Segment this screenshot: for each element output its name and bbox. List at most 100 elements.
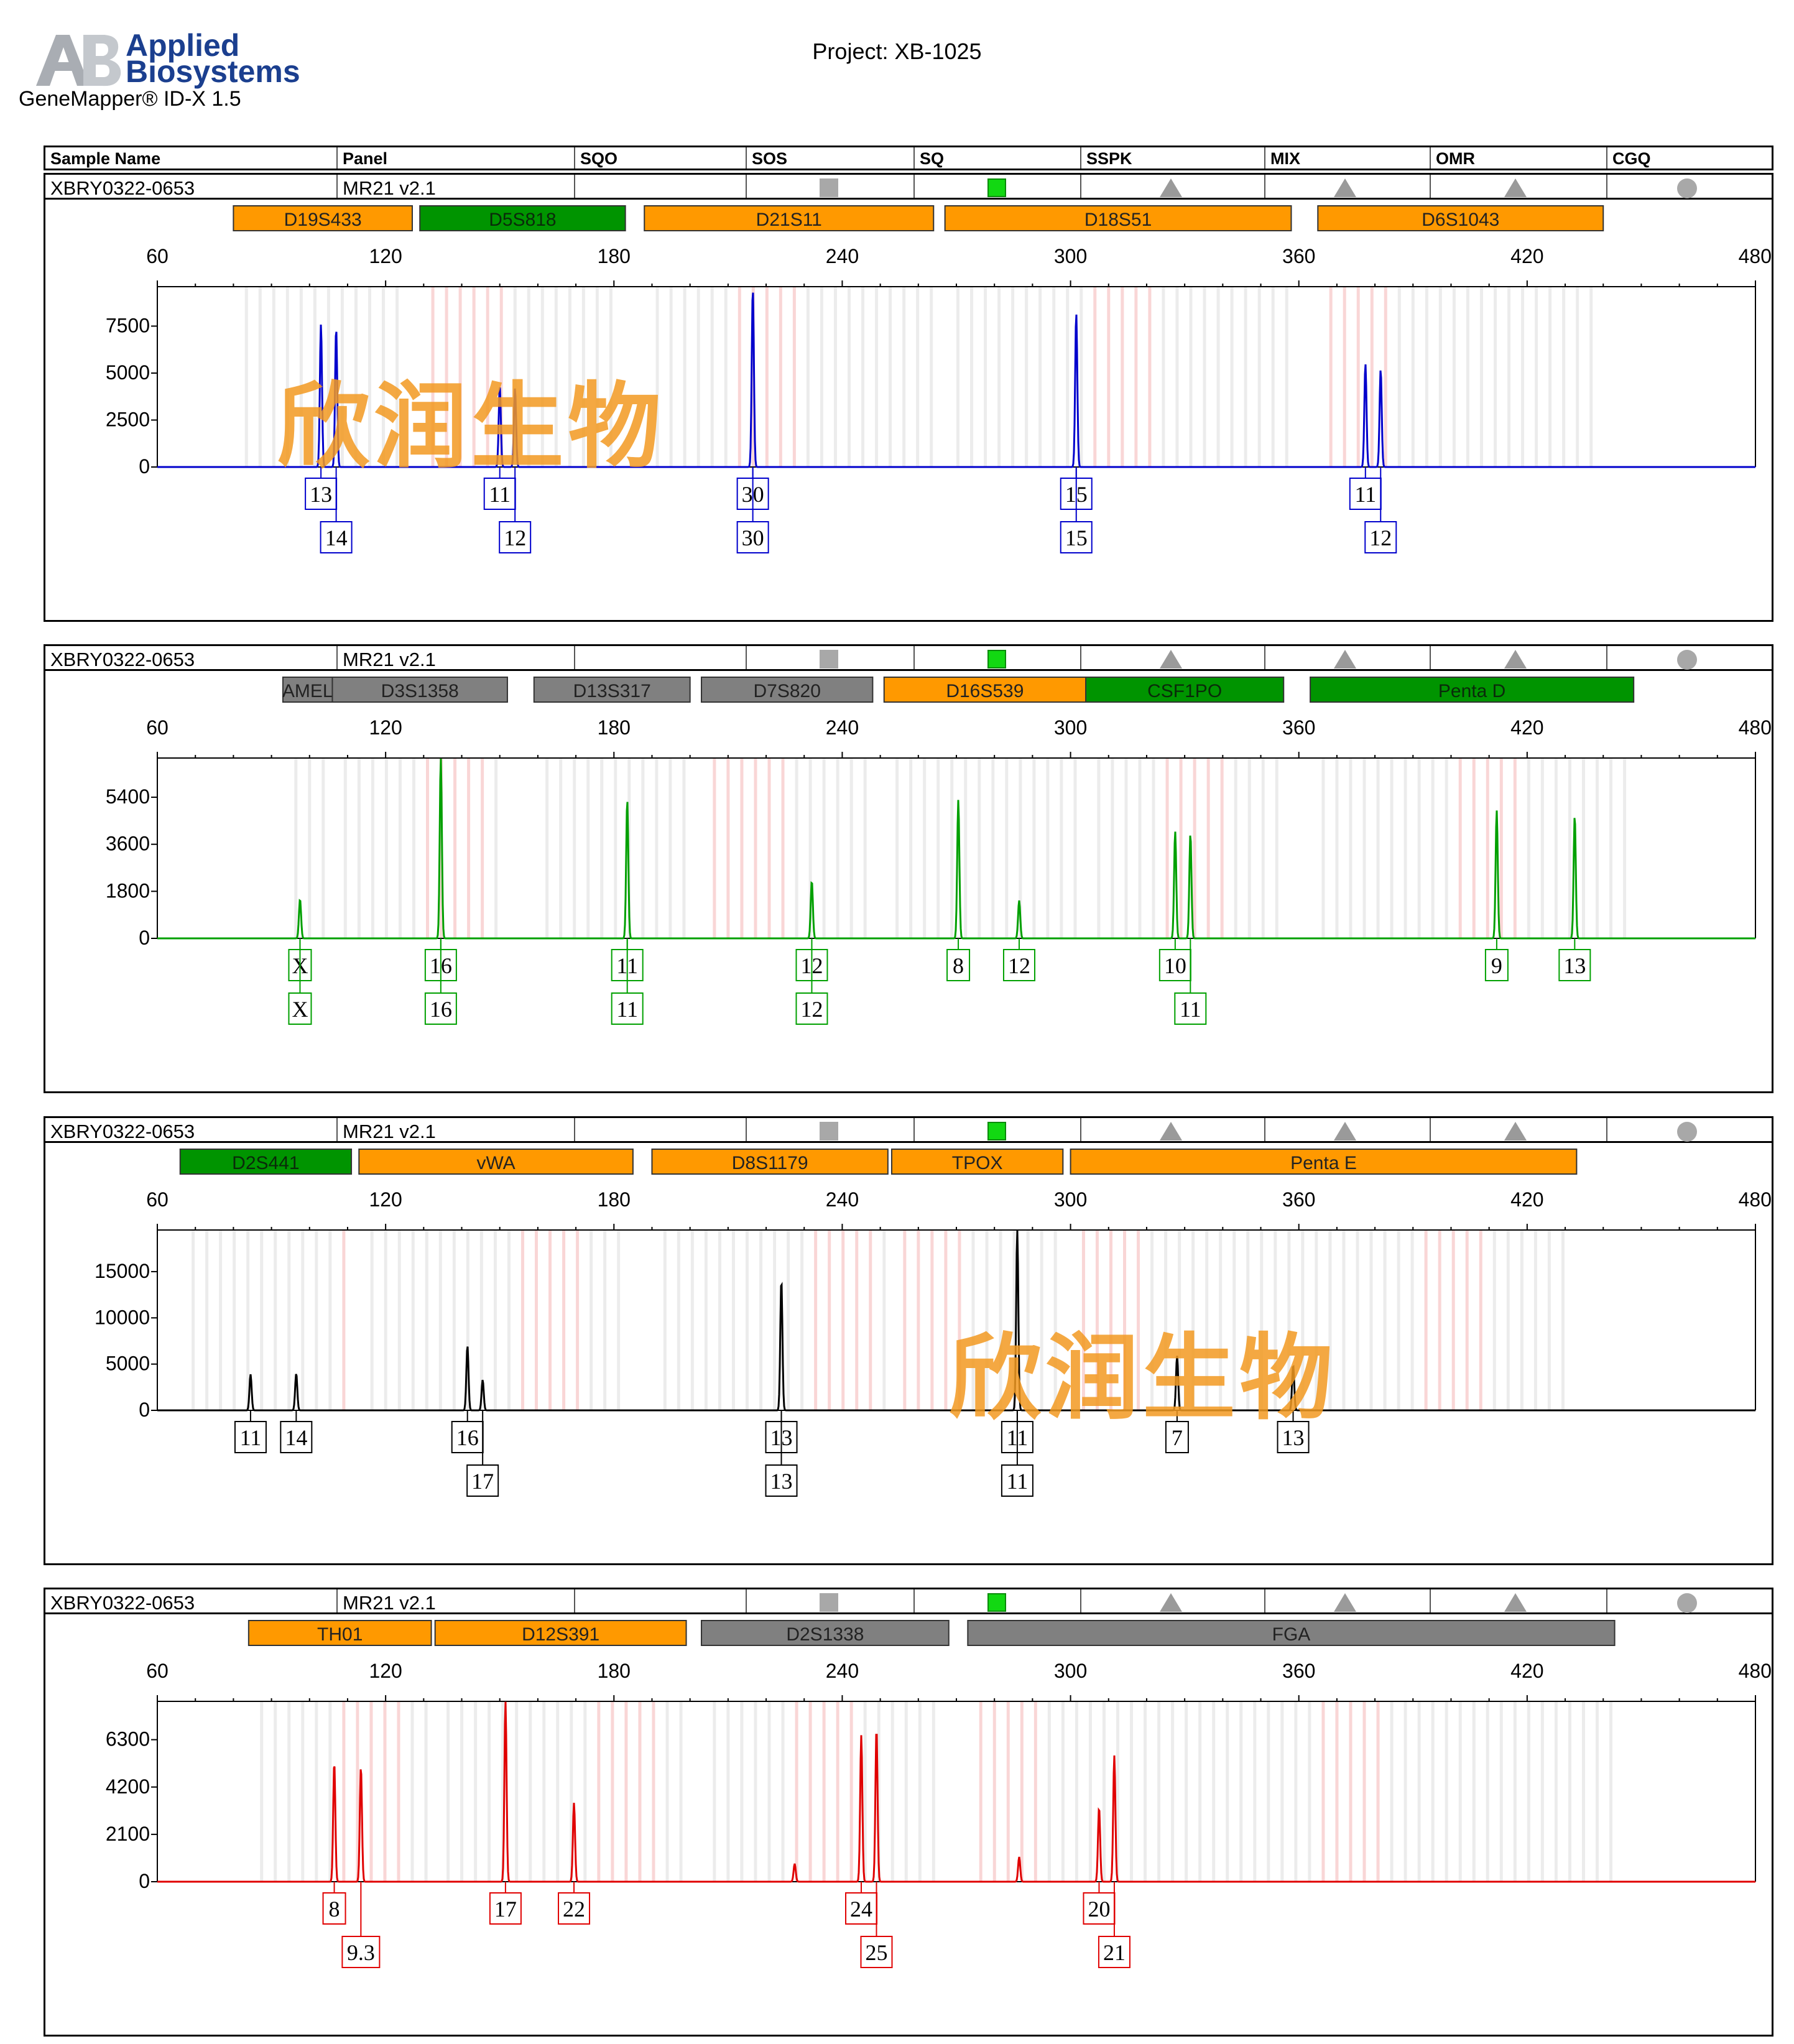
header-sspk[interactable]: SSPK (1080, 147, 1264, 169)
allele-call-box[interactable]: 13 (305, 467, 338, 510)
header-sq[interactable]: SQ (913, 147, 1080, 169)
allele-call-box[interactable]: 11 (611, 938, 644, 1025)
allele-bin (1458, 758, 1462, 938)
marker-box[interactable] (233, 205, 413, 231)
allele-call-box[interactable]: 12 (1364, 467, 1397, 553)
header-omr[interactable]: OMR (1430, 147, 1606, 169)
allele-call-box[interactable]: 11 (234, 1410, 267, 1453)
marker-box[interactable] (247, 1620, 432, 1646)
marker-box[interactable] (890, 1149, 1064, 1175)
allele-call-box[interactable]: 24 (845, 1882, 878, 1925)
allele-bin (1445, 1701, 1448, 1882)
x-tick-label: 240 (826, 1660, 859, 1682)
x-tick-label: 180 (598, 1660, 631, 1682)
allele-call-box[interactable]: 12 (795, 938, 828, 1025)
marker-box[interactable] (701, 1620, 950, 1646)
x-tick-label: 480 (1739, 1188, 1772, 1211)
header-sqo[interactable]: SQO (574, 147, 746, 169)
allele-call-box[interactable]: 16 (424, 938, 457, 1025)
allele-call-box[interactable]: 9 (1484, 938, 1509, 981)
sample-info-row[interactable]: XBRY0322-0653 MR21 v2.1 (45, 1118, 1772, 1143)
allele-call-box[interactable]: 15 (1060, 467, 1093, 553)
allele-bin (1609, 1701, 1613, 1882)
allele-bin (849, 758, 853, 938)
allele-call-box[interactable]: 14 (320, 467, 353, 553)
marker-box[interactable] (179, 1149, 353, 1175)
allele-call-box[interactable]: 8 (946, 938, 971, 981)
y-tick-label: 15000 (95, 1260, 150, 1282)
allele-bin (773, 1230, 777, 1410)
marker-box[interactable] (1070, 1149, 1578, 1175)
allele-bin (308, 758, 312, 938)
allele-call-box[interactable]: 20 (1083, 1882, 1116, 1925)
marker-box[interactable] (701, 677, 874, 703)
header-sos[interactable]: SOS (746, 147, 913, 169)
header-panel[interactable]: Panel (336, 147, 574, 169)
allele-call-box[interactable]: 30 (736, 467, 769, 553)
allele-bin (438, 1230, 442, 1410)
x-tick-label: 300 (1054, 1660, 1087, 1682)
x-tick-label: 120 (369, 245, 402, 267)
marker-box[interactable] (358, 1149, 634, 1175)
marker-box[interactable] (944, 205, 1292, 231)
allele-call-box[interactable]: X (288, 938, 312, 1025)
marker-box[interactable] (1317, 205, 1604, 231)
marker-box[interactable] (1085, 677, 1285, 703)
allele-call-box[interactable]: 11 (1001, 1410, 1033, 1497)
allele-call-box[interactable]: 10 (1158, 938, 1191, 981)
header-cgq[interactable]: CGQ (1606, 147, 1772, 169)
gray-triangle-icon (1504, 1122, 1527, 1140)
info-cell (1606, 175, 1772, 198)
info-cell (1080, 175, 1264, 198)
allele-call-box[interactable]: 11 (1174, 938, 1207, 1025)
allele-call-box[interactable]: 14 (280, 1410, 313, 1453)
allele-bin (1533, 1230, 1537, 1410)
allele-call-box[interactable]: 22 (558, 1882, 591, 1925)
header-mix[interactable]: MIX (1264, 147, 1430, 169)
allele-call-box[interactable]: 21 (1098, 1882, 1130, 1968)
allele-bin (1576, 287, 1579, 467)
allele-bin (820, 287, 823, 467)
allele-bin (542, 1701, 546, 1882)
allele-call-box[interactable]: 7 (1165, 1410, 1189, 1453)
allele-call-box[interactable]: 8 (322, 1882, 346, 1925)
green-square-icon (987, 1593, 1006, 1612)
allele-label: X (292, 997, 308, 1022)
sample-info-row[interactable]: XBRY0322-0653 MR21 v2.1 (45, 1589, 1772, 1614)
black-dye-trace (157, 1230, 1755, 1412)
allele-bin (397, 1701, 400, 1882)
marker-box[interactable] (434, 1620, 687, 1646)
header-sample-name[interactable]: Sample Name (50, 149, 161, 168)
allele-call-box[interactable]: 13 (765, 1410, 798, 1497)
blue-dye-trace (157, 292, 1755, 468)
allele-call-box[interactable]: 12 (1002, 938, 1035, 981)
marker-box[interactable] (883, 677, 1087, 703)
allele-call-box[interactable]: 25 (860, 1882, 893, 1968)
allele-call-box[interactable]: 12 (499, 467, 532, 553)
allele-call-box[interactable]: 13 (1558, 938, 1591, 981)
marker-box[interactable] (644, 205, 935, 231)
allele-bin (603, 1230, 607, 1410)
allele-call-box[interactable]: 9.3 (341, 1882, 381, 1968)
allele-call-box[interactable]: 16 (451, 1410, 484, 1453)
gray-triangle-icon (1334, 178, 1356, 197)
red-dye-trace (157, 1701, 1755, 1883)
allele-bin (412, 758, 415, 938)
marker-box[interactable] (1310, 677, 1635, 703)
allele-call-box[interactable]: 13 (1277, 1410, 1310, 1453)
x-tick-label: 360 (1282, 1188, 1315, 1211)
marker-box[interactable] (331, 677, 508, 703)
allele-call-box[interactable]: 17 (466, 1410, 499, 1497)
allele-call-box[interactable]: 11 (1349, 467, 1382, 510)
sample-info-row[interactable]: XBRY0322-0653 MR21 v2.1 (45, 175, 1772, 200)
marker-box[interactable] (533, 677, 691, 703)
allele-bin (1397, 1230, 1400, 1410)
allele-bin (754, 1701, 757, 1882)
marker-box[interactable] (651, 1149, 889, 1175)
marker-box[interactable] (967, 1620, 1616, 1646)
marker-box[interactable] (419, 205, 626, 231)
sample-info-row[interactable]: XBRY0322-0653 MR21 v2.1 (45, 646, 1772, 671)
allele-label: 11 (240, 1425, 262, 1450)
allele-call-box[interactable]: 17 (489, 1882, 522, 1925)
info-cell (336, 1118, 574, 1141)
